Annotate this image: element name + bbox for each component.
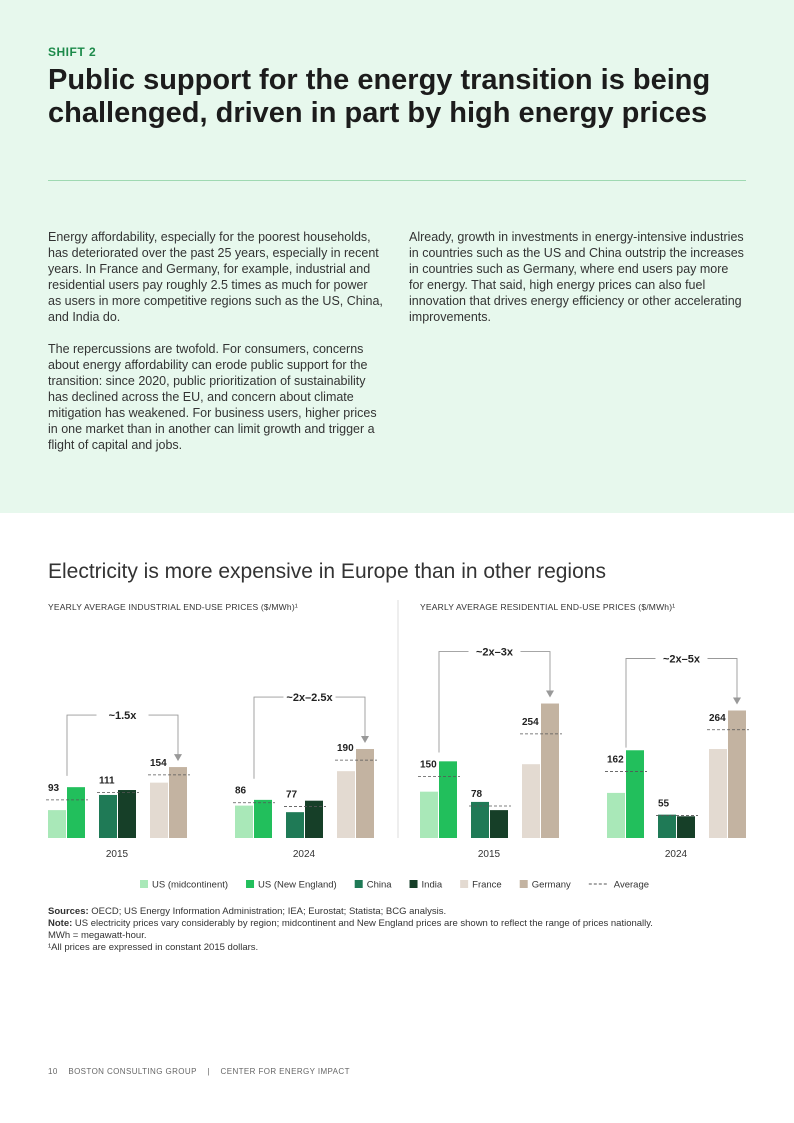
- annotation-bg: [655, 651, 708, 666]
- average-label: 93: [48, 783, 60, 794]
- bar: [709, 749, 727, 838]
- bracket: [625, 658, 738, 748]
- legend-label: China: [367, 880, 393, 891]
- column-right: Already, growth in investments in energy…: [409, 229, 745, 341]
- separator: |: [207, 1067, 210, 1076]
- bar: [118, 790, 136, 838]
- column-left: Energy affordability, especially for the…: [48, 229, 384, 469]
- average-label: 154: [150, 758, 167, 769]
- bar: [439, 761, 457, 838]
- label: Sources:: [48, 906, 89, 917]
- title: Public support for the energy transition…: [48, 64, 711, 129]
- bar: [337, 771, 355, 838]
- arrowhead: [546, 690, 554, 698]
- arrowhead: [361, 736, 369, 744]
- annotation: ~2x–3x: [476, 647, 514, 659]
- bar: [522, 764, 540, 838]
- bar: [626, 750, 644, 838]
- bar: [420, 791, 438, 838]
- sources: OECD; US Energy Information Administrati…: [91, 906, 447, 917]
- arrowhead: [733, 697, 741, 705]
- chart-subtitle: YEARLY AVERAGE INDUSTRIAL END-USE PRICES…: [48, 602, 298, 612]
- legend-swatch: [409, 880, 418, 888]
- charts: YEARLY AVERAGE INDUSTRIAL END-USE PRICES…: [46, 600, 749, 891]
- bar: [48, 810, 66, 838]
- legend-label: France: [472, 880, 502, 891]
- bracket: [253, 696, 366, 779]
- bar: [607, 792, 625, 838]
- average-label: 111: [99, 775, 115, 786]
- divider: [48, 180, 746, 181]
- legend-label: US (New England): [258, 880, 337, 891]
- bar: [99, 794, 117, 838]
- x-tick-label: 2024: [293, 849, 316, 860]
- bar: [254, 799, 272, 838]
- bar: [169, 767, 187, 838]
- note: MWh = megawatt-hour.: [48, 930, 147, 941]
- paragraph: Energy affordability, especially for the…: [48, 230, 383, 324]
- legend-swatch: [519, 880, 528, 888]
- bar: [235, 805, 253, 838]
- average-label: 254: [522, 717, 539, 728]
- average-label: 190: [337, 743, 354, 754]
- bar: [728, 710, 746, 838]
- paragraph: Already, growth in investments in energy…: [409, 230, 744, 324]
- chart-subtitle: YEARLY AVERAGE RESIDENTIAL END-USE PRICE…: [420, 602, 675, 612]
- legend-label: India: [422, 880, 443, 891]
- average-label: 55: [658, 798, 670, 809]
- annotation-bg: [468, 644, 521, 659]
- bar: [677, 816, 695, 838]
- average-label: 162: [607, 755, 624, 766]
- average-label: 78: [471, 789, 483, 800]
- arrowhead: [174, 754, 182, 762]
- annotation: ~2x–5x: [663, 653, 701, 665]
- annotation-bg: [96, 708, 149, 723]
- legend-swatch: [460, 880, 469, 888]
- legend-label: Germany: [532, 880, 571, 891]
- footnote: ¹All prices are expressed in constant 20…: [48, 942, 259, 953]
- legend-swatch: [246, 880, 255, 888]
- annotation-bg: [283, 690, 336, 705]
- figure-title: Electricity is more expensive in Europe …: [48, 560, 606, 583]
- bar: [471, 801, 489, 838]
- bar: [150, 782, 168, 838]
- bar: [356, 749, 374, 838]
- legend-label: US (midcontinent): [152, 880, 228, 891]
- legend-swatch: [140, 880, 148, 888]
- org: BOSTON CONSULTING GROUP: [68, 1067, 197, 1076]
- annotation: ~1.5x: [109, 710, 138, 722]
- average-label: 86: [235, 786, 247, 797]
- eyebrow: SHIFT 2: [48, 45, 97, 59]
- average-label: 150: [420, 760, 437, 771]
- header-band: [0, 0, 794, 513]
- x-tick-label: 2024: [665, 849, 688, 860]
- bar: [490, 810, 508, 838]
- footer: 10 BOSTON CONSULTING GROUP | CENTER FOR …: [48, 1067, 358, 1076]
- notes: Sources: OECD; US Energy Information Adm…: [48, 906, 748, 954]
- legend-label: Average: [614, 880, 649, 891]
- x-tick-label: 2015: [478, 849, 501, 860]
- legend-swatch: [354, 880, 363, 888]
- unit: CENTER FOR ENERGY IMPACT: [220, 1067, 350, 1076]
- paragraph: The repercussions are twofold. For consu…: [48, 342, 377, 452]
- page-number: 10: [48, 1067, 58, 1076]
- bar: [305, 800, 323, 838]
- annotation: ~2x–2.5x: [286, 692, 333, 704]
- bracket: [438, 651, 551, 753]
- note: US electricity prices vary considerably …: [74, 918, 653, 929]
- bar: [67, 787, 85, 838]
- label: Note:: [48, 918, 73, 929]
- average-label: 77: [286, 789, 298, 800]
- bar: [286, 812, 304, 838]
- average-label: 264: [709, 713, 726, 724]
- x-tick-label: 2015: [106, 849, 129, 860]
- bar: [658, 814, 676, 838]
- bar: [541, 703, 559, 838]
